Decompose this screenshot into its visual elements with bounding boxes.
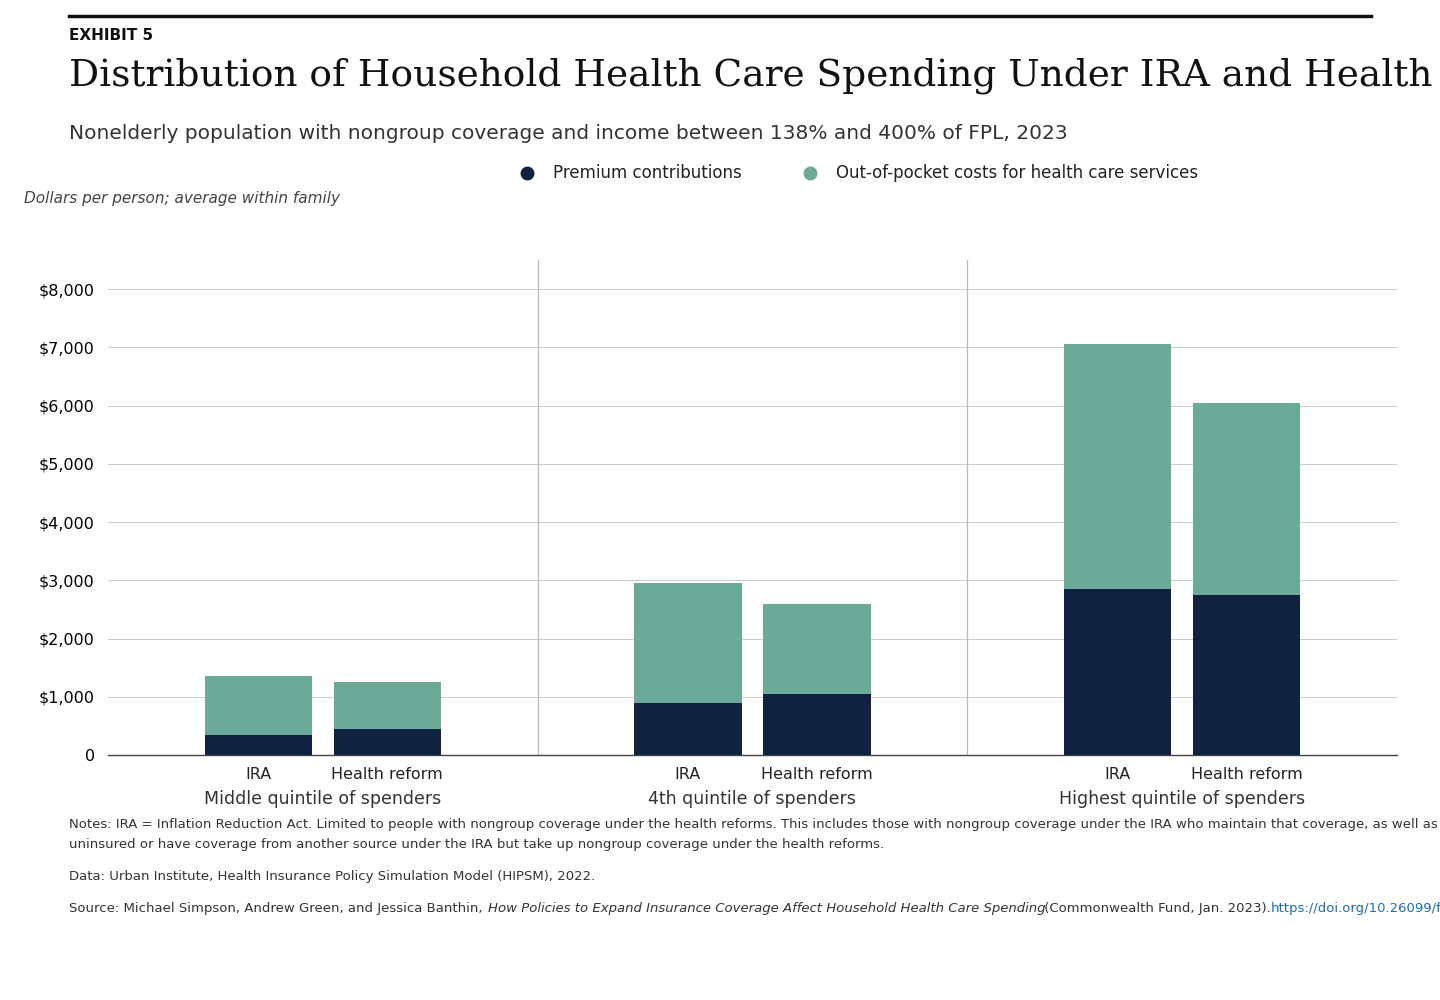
Text: Out-of-pocket costs for health care services: Out-of-pocket costs for health care serv…: [837, 164, 1198, 182]
Text: uninsured or have coverage from another source under the IRA but take up nongrou: uninsured or have coverage from another …: [69, 838, 884, 851]
Text: (Commonwealth Fund, Jan. 2023).: (Commonwealth Fund, Jan. 2023).: [1040, 902, 1274, 915]
Bar: [1064, 589, 1171, 755]
Text: IRA: IRA: [245, 767, 272, 782]
Text: EXHIBIT 5: EXHIBIT 5: [69, 28, 153, 43]
Bar: [204, 735, 312, 755]
Text: Health reform: Health reform: [1191, 767, 1302, 782]
Text: 4th quintile of spenders: 4th quintile of spenders: [648, 790, 857, 808]
Text: Premium contributions: Premium contributions: [553, 164, 742, 182]
Bar: [1192, 595, 1300, 755]
Text: Distribution of Household Health Care Spending Under IRA and Health Reforms: Distribution of Household Health Care Sp…: [69, 58, 1440, 95]
Text: Nonelderly population with nongroup coverage and income between 138% and 400% of: Nonelderly population with nongroup cove…: [69, 124, 1067, 143]
Text: How Policies to Expand Insurance Coverage Affect Household Health Care Spending: How Policies to Expand Insurance Coverag…: [488, 902, 1045, 915]
Text: Middle quintile of spenders: Middle quintile of spenders: [204, 790, 442, 808]
Text: Health reform: Health reform: [760, 767, 873, 782]
Bar: [204, 676, 312, 735]
Bar: [634, 583, 742, 703]
Text: IRA: IRA: [1104, 767, 1130, 782]
Bar: [763, 694, 871, 755]
Text: Source: Michael Simpson, Andrew Green, and Jessica Banthin,: Source: Michael Simpson, Andrew Green, a…: [69, 902, 487, 915]
Bar: [334, 729, 441, 755]
Text: https://doi.org/10.26099/fv5e-sh06: https://doi.org/10.26099/fv5e-sh06: [1270, 902, 1440, 915]
Text: Dollars per person; average within family: Dollars per person; average within famil…: [24, 191, 340, 206]
Text: Data: Urban Institute, Health Insurance Policy Simulation Model (HIPSM), 2022.: Data: Urban Institute, Health Insurance …: [69, 870, 595, 883]
Bar: [634, 703, 742, 755]
Text: IRA: IRA: [675, 767, 701, 782]
Text: Highest quintile of spenders: Highest quintile of spenders: [1058, 790, 1305, 808]
Bar: [1192, 403, 1300, 595]
Bar: [1064, 344, 1171, 589]
Text: Notes: IRA = Inflation Reduction Act. Limited to people with nongroup coverage u: Notes: IRA = Inflation Reduction Act. Li…: [69, 818, 1440, 831]
Bar: [763, 604, 871, 694]
Text: Health reform: Health reform: [331, 767, 444, 782]
Bar: [334, 682, 441, 729]
